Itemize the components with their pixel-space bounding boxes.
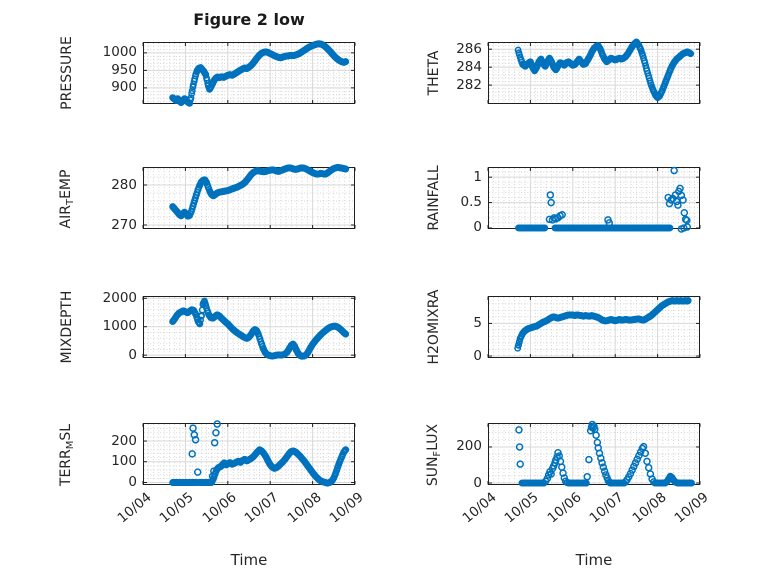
plot-area-theta bbox=[487, 38, 701, 104]
ytick-label-sun-flux-0: 0 bbox=[473, 474, 482, 491]
ytick-label-theta-286: 286 bbox=[456, 40, 482, 57]
series-mixdepth bbox=[169, 297, 350, 360]
ytick-label-h2omixra-5: 5 bbox=[473, 314, 482, 331]
subplot-h2omixra bbox=[487, 296, 701, 358]
xtick-label-10-08: 10/08 bbox=[629, 489, 670, 527]
ytick-label-rainfall-0.5: 0.5 bbox=[460, 194, 482, 211]
ytick-label-theta-284: 284 bbox=[456, 58, 482, 75]
plot-area-air-temp bbox=[142, 163, 356, 229]
ytick-label-pressure-900: 900 bbox=[111, 79, 137, 96]
series-sun-flux bbox=[515, 420, 695, 487]
xlabel-time-left: Time bbox=[230, 551, 268, 569]
plot-area-terr-msl bbox=[142, 420, 356, 487]
ytick-label-mixdepth-1000: 1000 bbox=[102, 318, 137, 335]
series-pressure bbox=[169, 40, 350, 107]
ytick-label-rainfall-0: 0 bbox=[473, 219, 482, 236]
ylabel-terr-msl: TERRMSL bbox=[57, 375, 77, 535]
plot-area-h2omixra bbox=[487, 296, 701, 358]
ytick-label-mixdepth-0: 0 bbox=[128, 346, 137, 363]
subplot-theta bbox=[487, 38, 701, 104]
xtick-label-10-04: 10/04 bbox=[459, 489, 500, 527]
ylabel-text: EMP bbox=[58, 169, 74, 199]
subplot-pressure bbox=[142, 40, 356, 107]
ylabel-text: TERR bbox=[58, 449, 74, 487]
xlabel-time-right: Time bbox=[575, 551, 613, 569]
figure-title: Figure 2 low bbox=[193, 10, 305, 29]
ytick-label-pressure-1000: 1000 bbox=[102, 44, 137, 61]
subplot-sun-flux bbox=[487, 420, 701, 487]
subplot-terr-msl bbox=[142, 420, 356, 487]
ylabel-text: MIXDEPTH bbox=[59, 290, 75, 364]
plot-area-rainfall bbox=[487, 166, 701, 233]
ytick-label-terr-msl-0: 0 bbox=[128, 474, 137, 490]
ytick-label-sun-flux-200: 200 bbox=[456, 438, 482, 455]
plot-area-mixdepth bbox=[142, 296, 356, 360]
xtick-label-10-08: 10/08 bbox=[284, 489, 325, 527]
ytick-label-theta-282: 282 bbox=[456, 76, 482, 93]
ylabel-subscript: F bbox=[432, 450, 443, 457]
xtick-label-10-05: 10/05 bbox=[156, 489, 198, 527]
series-h2omixra bbox=[514, 297, 692, 352]
xtick-label-10-07: 10/07 bbox=[241, 489, 282, 527]
xtick-label-10-06: 10/06 bbox=[544, 489, 585, 527]
ytick-label-terr-msl-100: 100 bbox=[111, 453, 137, 470]
series-theta bbox=[514, 38, 695, 102]
xtick-label-10-07: 10/07 bbox=[586, 489, 627, 527]
ytick-label-mixdepth-2000: 2000 bbox=[102, 289, 137, 306]
ylabel-text: RAINFALL bbox=[426, 165, 442, 231]
xtick-label-10-09: 10/09 bbox=[671, 489, 712, 527]
ylabel-text: THETA bbox=[426, 50, 442, 96]
ytick-label-h2omixra-0: 0 bbox=[473, 347, 482, 364]
series-rainfall bbox=[515, 166, 692, 233]
ylabel-text: PRESSURE bbox=[59, 36, 75, 110]
xtick-label-10-06: 10/06 bbox=[199, 489, 240, 527]
ytick-label-rainfall-1: 1 bbox=[473, 168, 482, 185]
ylabel-text: H2OMIXRA bbox=[426, 289, 442, 365]
subplot-rainfall bbox=[487, 166, 701, 233]
plot-area-pressure bbox=[142, 40, 356, 107]
series-air-temp bbox=[169, 163, 350, 220]
ylabel-text: LUX bbox=[425, 423, 441, 451]
ylabel-subscript: M bbox=[65, 440, 76, 450]
ylabel-sun-flux: SUNFLUX bbox=[424, 375, 444, 535]
ytick-label-air-temp-270: 270 bbox=[111, 216, 137, 233]
xtick-label-10-04: 10/04 bbox=[114, 489, 155, 527]
subplot-air-temp bbox=[142, 163, 356, 229]
ylabel-subscript: T bbox=[65, 198, 76, 206]
ytick-label-pressure-950: 950 bbox=[111, 61, 137, 78]
xtick-label-10-05: 10/05 bbox=[501, 489, 543, 527]
plot-area-sun-flux bbox=[487, 420, 701, 487]
xtick-label-10-09: 10/09 bbox=[326, 489, 367, 527]
subplot-mixdepth bbox=[142, 296, 356, 360]
ytick-label-terr-msl-200: 200 bbox=[111, 432, 137, 449]
ytick-label-air-temp-280: 280 bbox=[111, 176, 137, 193]
ylabel-text: AIR bbox=[58, 205, 74, 229]
ylabel-text: SL bbox=[58, 423, 74, 441]
ylabel-text: SUN bbox=[425, 456, 441, 487]
series-terr-msl bbox=[169, 420, 350, 487]
